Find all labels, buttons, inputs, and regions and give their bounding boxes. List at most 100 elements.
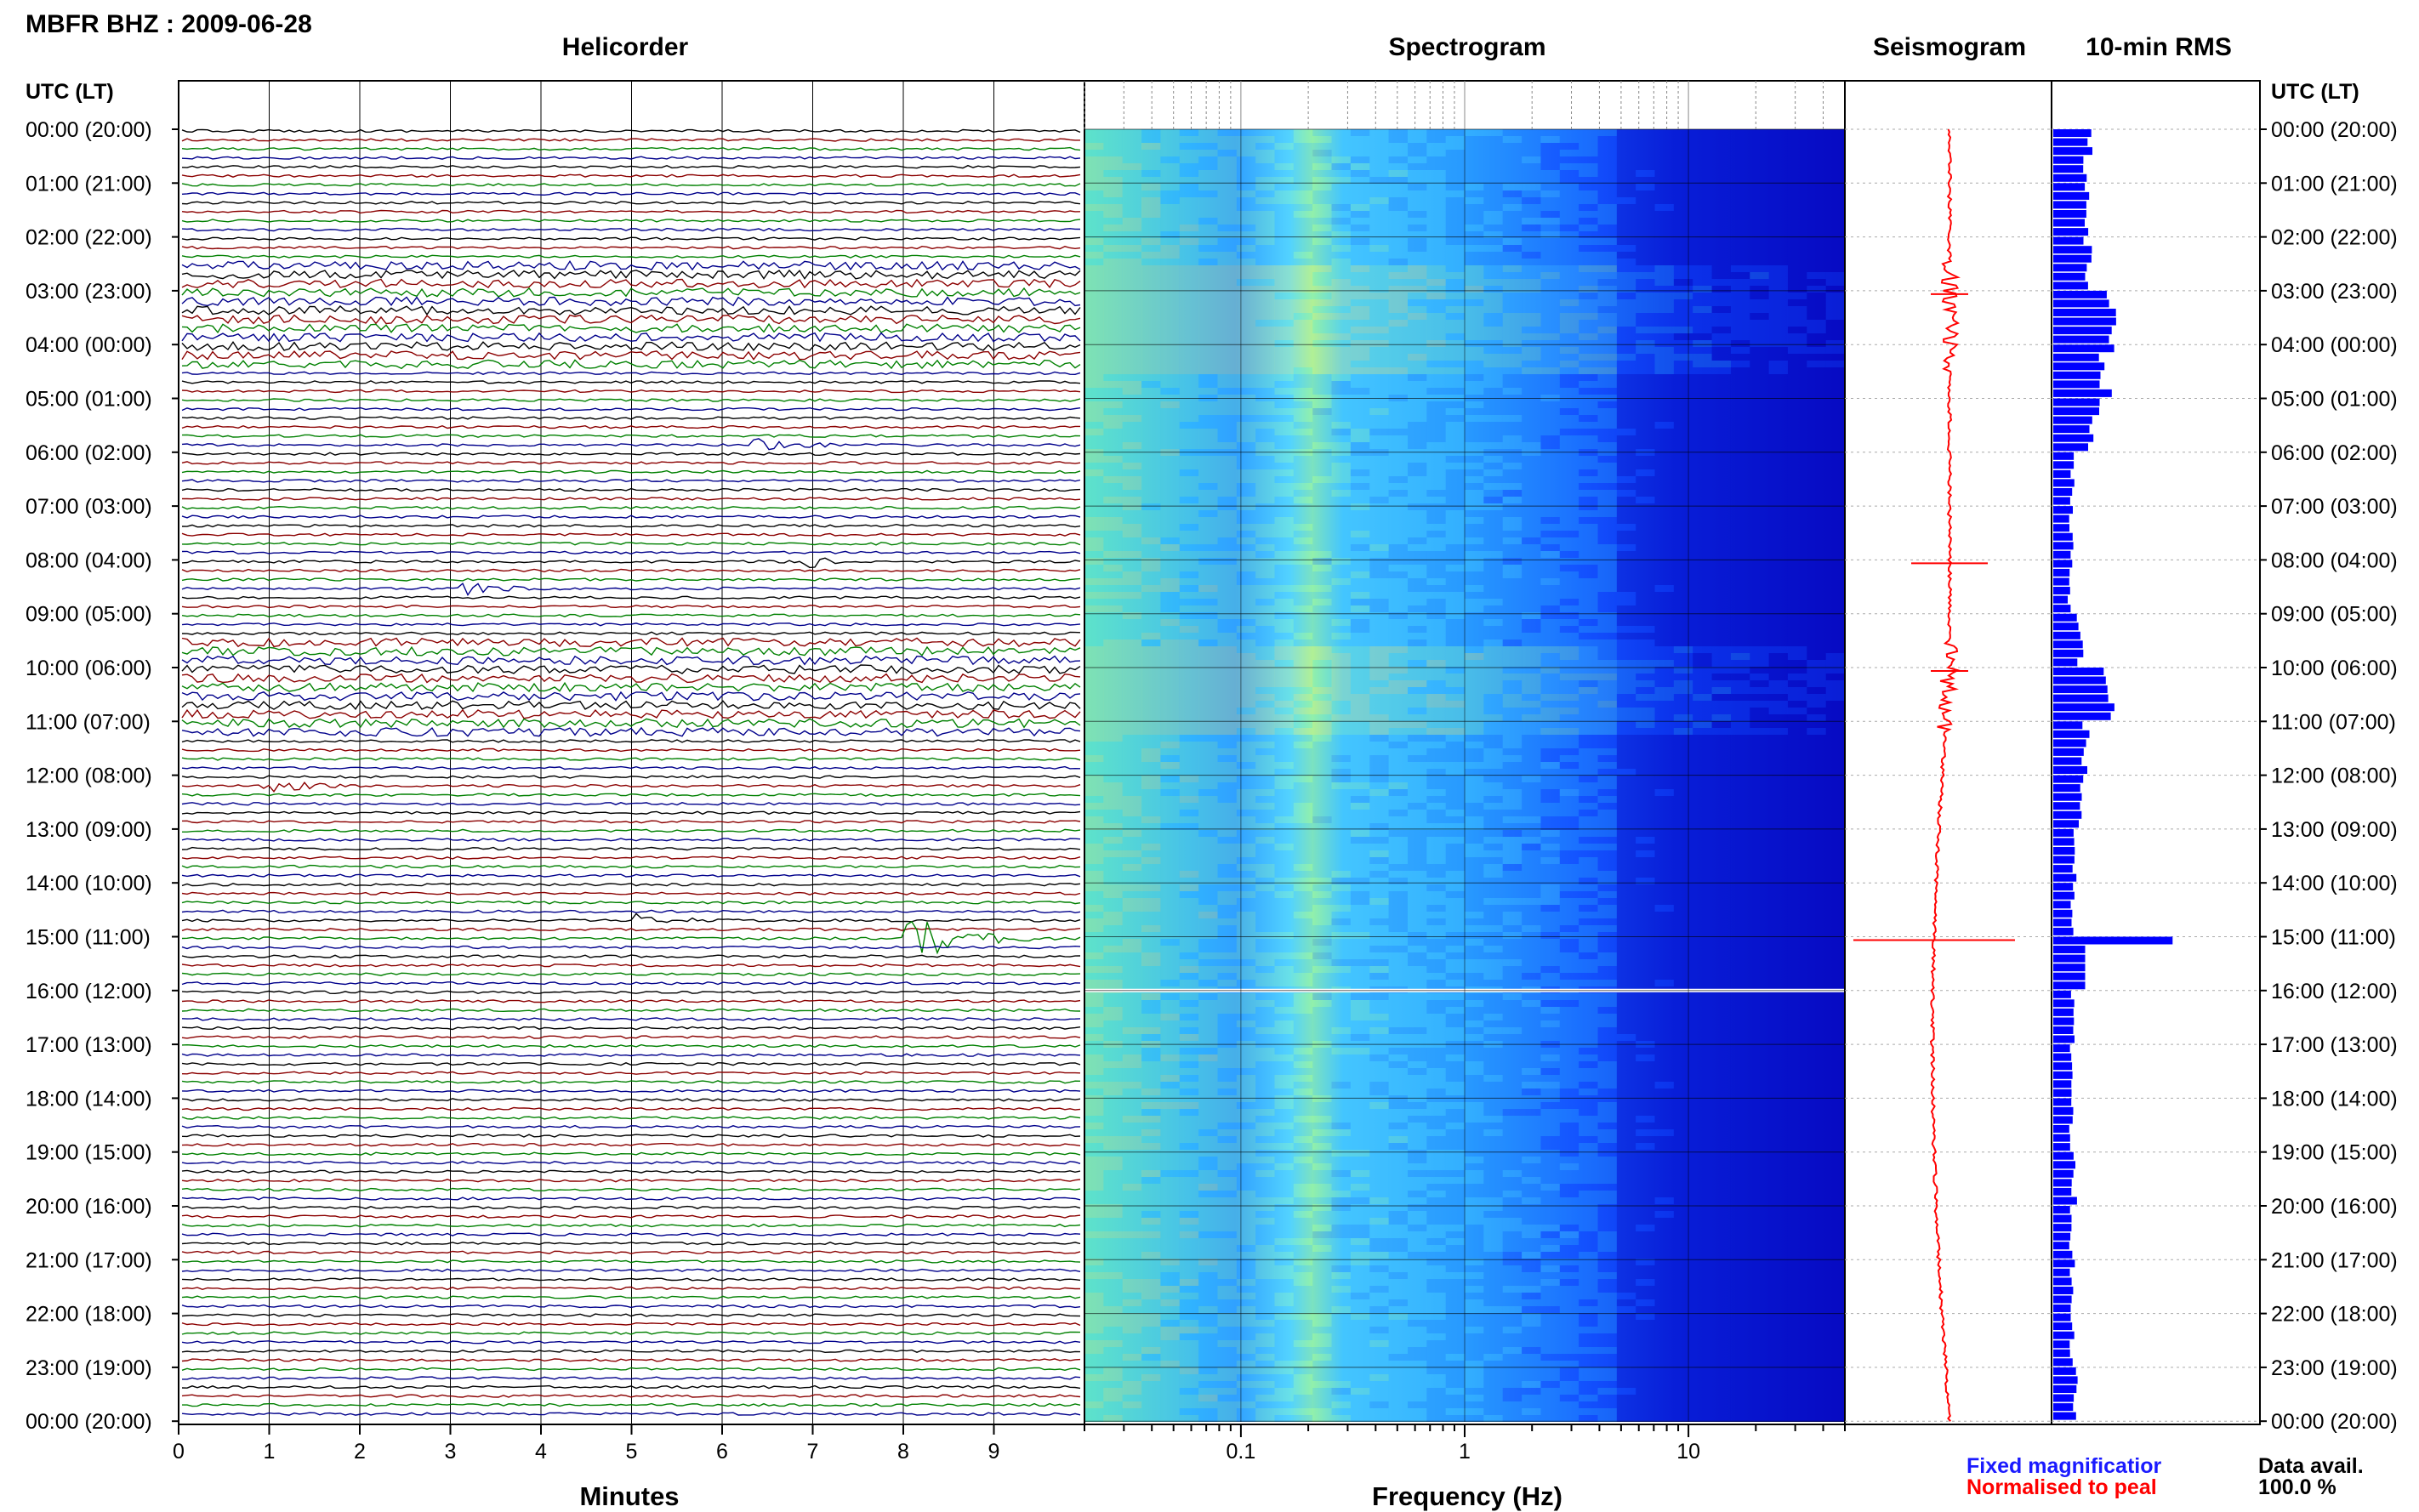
spectrogram-cell: [1408, 660, 1427, 667]
spectrogram-cell: [1730, 537, 1750, 544]
spectrogram-cell: [1750, 463, 1769, 469]
spectrogram-cell: [1331, 476, 1351, 483]
spectrogram-cell: [1084, 211, 1104, 218]
spectrogram-cell: [1465, 374, 1484, 381]
spectrogram-cell: [1654, 503, 1674, 510]
spectrogram-cell: [1236, 680, 1256, 687]
spectrogram-cell: [1408, 299, 1427, 306]
spectrogram-cell: [1369, 823, 1389, 830]
spectrogram-cell: [1693, 776, 1712, 782]
spectrogram-cell: [1103, 619, 1123, 626]
spectrogram-cell: [1654, 136, 1674, 143]
helicorder-trace: [181, 1089, 1081, 1094]
spectrogram-cell: [1236, 245, 1256, 252]
spectrogram-cell: [1579, 286, 1598, 293]
spectrogram-cell: [1730, 803, 1750, 810]
spectrogram-cell: [1750, 490, 1769, 497]
spectrogram-cell: [1787, 231, 1807, 238]
spectrogram-cell: [1673, 265, 1693, 272]
spectrogram-cell: [1141, 422, 1161, 429]
spectrogram-cell: [1331, 742, 1351, 748]
spectrogram-cell: [1750, 238, 1769, 245]
spectrogram-cell: [1711, 918, 1731, 925]
spectrogram-cell: [1217, 816, 1237, 823]
spectrogram-cell: [1654, 327, 1674, 333]
spectrogram-cell: [1293, 347, 1313, 354]
spectrogram-cell: [1654, 381, 1674, 388]
spectrogram-cell: [1654, 150, 1674, 156]
spectrogram-cell: [1084, 857, 1104, 864]
spectrogram-cell: [1369, 374, 1389, 381]
helicorder-trace: [182, 1402, 1081, 1407]
helicorder-trace: [181, 1232, 1081, 1236]
spectrogram-cell: [1369, 503, 1389, 510]
spectrogram-cell: [1616, 177, 1636, 184]
spectrogram-cell: [1768, 435, 1788, 442]
helicorder-trace: [181, 1384, 1081, 1390]
spectrogram-cell: [1350, 687, 1370, 694]
spectrogram-cell: [1293, 374, 1313, 381]
spectrogram-cell: [1198, 136, 1218, 143]
spectrogram-cell: [1559, 259, 1579, 265]
spectrogram-cell: [1141, 401, 1161, 408]
spectrogram-cell: [1274, 503, 1294, 510]
spectrogram-cell: [1693, 558, 1712, 565]
spectrogram-cell: [1559, 265, 1579, 272]
spectrogram-cell: [1217, 782, 1237, 789]
spectrogram-cell: [1522, 912, 1541, 918]
spectrogram-cell: [1293, 429, 1313, 435]
spectrogram-cell: [1445, 884, 1466, 891]
spectrogram-cell: [1312, 367, 1332, 374]
spectrogram-cell: [1750, 469, 1769, 476]
spectrogram-cell: [1807, 231, 1826, 238]
spectrogram-cell: [1293, 170, 1313, 177]
spectrogram-cell: [1483, 422, 1503, 429]
spectrogram-cell: [1350, 674, 1370, 680]
spectrogram-cell: [1312, 129, 1332, 136]
spectrogram-cell: [1540, 857, 1560, 864]
spectrogram-cell: [1408, 884, 1427, 891]
spectrogram-cell: [1103, 592, 1123, 599]
spectrogram-cell: [1825, 435, 1846, 442]
spectrogram-cell: [1483, 592, 1503, 599]
spectrogram-cell: [1597, 252, 1617, 259]
spectrogram-cell: [1522, 626, 1541, 633]
spectrogram-cell: [1426, 524, 1446, 531]
spectrogram-cell: [1825, 844, 1846, 850]
spectrogram-cell: [1103, 789, 1123, 796]
spectrogram-cell: [1750, 742, 1769, 748]
spectrogram-cell: [1654, 313, 1674, 320]
spectrogram-cell: [1369, 721, 1389, 728]
spectrogram-cell: [1673, 517, 1693, 524]
spectrogram-cell: [1103, 367, 1123, 374]
spectrogram-cell: [1465, 340, 1484, 347]
spectrogram-cell: [1807, 333, 1826, 340]
spectrogram-cell: [1502, 456, 1523, 463]
spectrogram-cell: [1825, 660, 1846, 667]
spectrogram-cell: [1084, 701, 1104, 708]
spectrogram-cell: [1787, 810, 1807, 816]
spectrogram-cell: [1388, 456, 1408, 463]
spectrogram-cell: [1369, 898, 1389, 905]
spectrogram-cell: [1559, 401, 1579, 408]
spectrogram-cell: [1768, 565, 1788, 571]
spectrogram-cell: [1597, 299, 1617, 306]
spectrogram-cell: [1654, 490, 1674, 497]
helicorder-trace: [181, 314, 1081, 325]
spectrogram-cell: [1636, 578, 1655, 585]
spectrogram-cell: [1673, 653, 1693, 660]
spectrogram-cell: [1465, 626, 1484, 633]
spectrogram-cell: [1312, 190, 1332, 197]
spectrogram-cell: [1160, 837, 1180, 844]
spectrogram-cell: [1502, 857, 1523, 864]
spectrogram-cell: [1103, 211, 1123, 218]
spectrogram-cell: [1636, 878, 1655, 884]
spectrogram-cell: [1408, 565, 1427, 571]
spectrogram-cell: [1141, 388, 1161, 395]
spectrogram-cell: [1217, 361, 1237, 367]
spectrogram-cell: [1122, 714, 1142, 721]
spectrogram-cell: [1350, 265, 1370, 272]
spectrogram-cell: [1160, 197, 1180, 204]
spectrogram-cell: [1217, 646, 1237, 653]
spectrogram-cell: [1312, 721, 1332, 728]
